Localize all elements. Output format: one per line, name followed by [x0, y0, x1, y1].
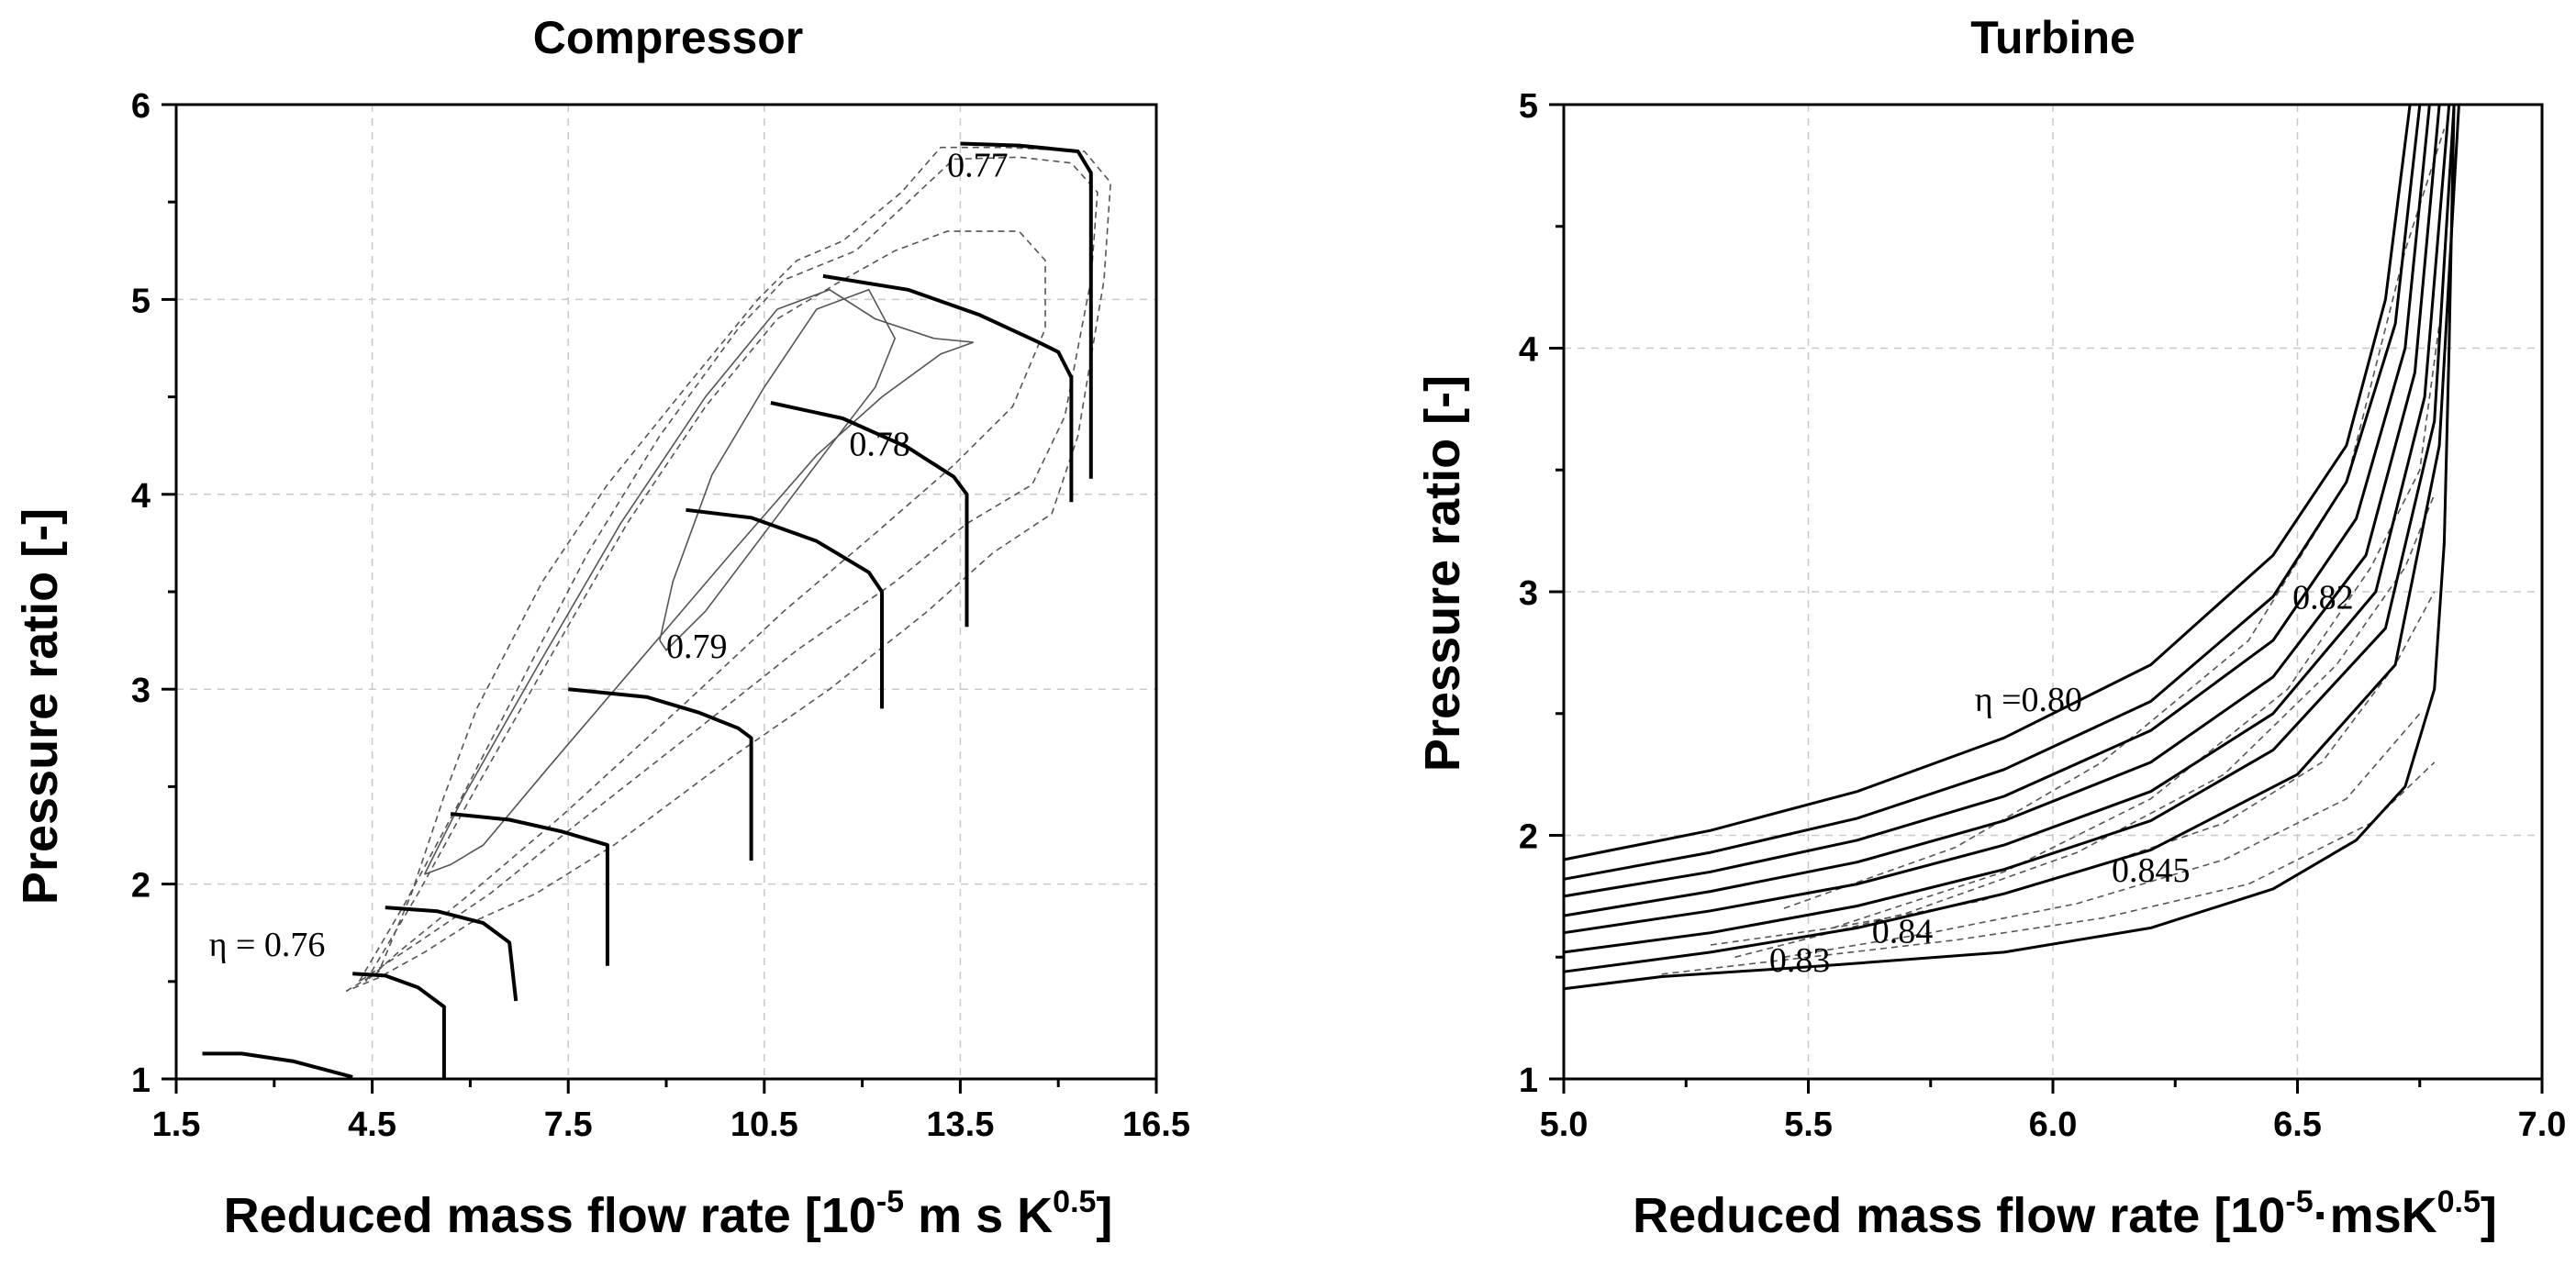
turbine-efficiency-contour-2: [1832, 323, 2440, 929]
compressor-speed-2-line: [352, 972, 446, 1079]
compressor-chart: Compressor Pressure ratio [-] Reduced ma…: [13, 12, 1190, 1243]
compressor-efficiency-label-2: 0.77: [947, 147, 1009, 185]
compressor-efficiency-contour-3: [364, 230, 1046, 983]
turbine-speed-3-line: [1563, 104, 2431, 898]
compressor-y-tick-label: 1: [131, 1061, 151, 1100]
compressor-x-tick-label: 16.5: [1122, 1106, 1190, 1144]
compressor-x-tick-label: 10.5: [730, 1106, 798, 1144]
compressor-efficiency-contour-5: [659, 288, 897, 651]
turbine-y-tick-label: 1: [1519, 1061, 1538, 1100]
compressor-speed-5-line: [568, 687, 753, 861]
turbine-y-tick-label: 5: [1519, 87, 1538, 126]
compressor-x-tick-label: 13.5: [926, 1106, 994, 1144]
turbine-x-tick-label: 6.5: [2273, 1106, 2322, 1144]
compressor-x-tick-label: 4.5: [348, 1106, 396, 1144]
compressor-speed-1-line: [202, 1051, 353, 1079]
turbine-efficiency-contour-1: [1783, 128, 2446, 909]
turbine-efficiency-contour-3: [1734, 494, 2436, 959]
turbine-speed-4-line: [1563, 104, 2441, 917]
compressor-speed-6-line: [686, 507, 884, 709]
turbine-chart: Turbine Pressure ratio [-] Reduced mass …: [1415, 12, 2566, 1243]
turbine-title: Turbine: [1970, 12, 2136, 63]
turbine-y-tick-label: 2: [1519, 818, 1538, 857]
compressor-y-tick-label: 2: [131, 867, 151, 906]
turbine-speed-2-line: [1563, 104, 2422, 881]
compressor-y-tick-label: 3: [131, 672, 151, 710]
turbine-speed-8-line: [1563, 104, 2456, 991]
turbine-speed-6-line: [1563, 104, 2456, 954]
compressor-efficiency-label-3: 0.78: [849, 425, 910, 463]
compressor-efficiency-label-4: 0.79: [666, 628, 728, 666]
compressor-efficiency-contour-4: [423, 288, 974, 875]
turbine-x-tick-label: 5.5: [1784, 1106, 1833, 1144]
compressor-speed-9-line: [960, 141, 1093, 479]
turbine-y-tick-label: 3: [1519, 574, 1538, 613]
compressor-y-tick-label: 4: [131, 477, 151, 516]
turbine-x-tick-label: 5.0: [1540, 1106, 1589, 1144]
turbine-efficiency-contour-5: [1783, 713, 2421, 959]
compressor-x-tick-label: 1.5: [152, 1106, 201, 1144]
turbine-efficiency-label-1: η =0.80: [1975, 681, 2082, 719]
turbine-x-tick-label: 7.0: [2518, 1106, 2567, 1144]
turbine-speed-7-line: [1563, 104, 2460, 973]
turbine-x-axis-label: Reduced mass flow rate [10-5·msK0.5]: [1633, 1184, 2497, 1243]
turbine-speed-5-line: [1563, 104, 2451, 935]
compressor-speed-8-line: [822, 273, 1074, 503]
turbine-x-tick-label: 6.0: [2029, 1106, 2078, 1144]
compressor-title: Compressor: [533, 12, 804, 63]
compressor-speed-7-line: [770, 401, 969, 628]
turbine-speed-1-line: [1563, 104, 2412, 861]
turbine-y-tick-label: 4: [1519, 331, 1538, 370]
compressor-efficiency-contour-2: [358, 156, 1098, 983]
compressor-efficiency-contour-1: [345, 146, 1112, 993]
compressor-y-axis-label: Pressure ratio [-]: [13, 508, 68, 905]
turbine-efficiency-label-3: 0.845: [2112, 851, 2191, 890]
compressor-y-tick-label: 6: [131, 87, 151, 126]
compressor-x-axis-label: Reduced mass flow rate [10-5 m s K0.5]: [224, 1184, 1113, 1243]
turbine-y-axis-label: Pressure ratio [-]: [1415, 375, 1470, 772]
compressor-speed-3-line: [385, 906, 519, 1002]
turbine-efficiency-label-2: 0.82: [2292, 579, 2354, 617]
turbine-efficiency-label-5: 0.83: [1769, 941, 1831, 980]
compressor-y-tick-label: 5: [131, 282, 151, 320]
turbine-efficiency-label-4: 0.84: [1872, 912, 1934, 950]
compressor-speed-4-line: [450, 812, 609, 966]
compressor-x-tick-label: 7.5: [544, 1106, 593, 1144]
compressor-efficiency-label-1: η = 0.76: [209, 926, 326, 964]
